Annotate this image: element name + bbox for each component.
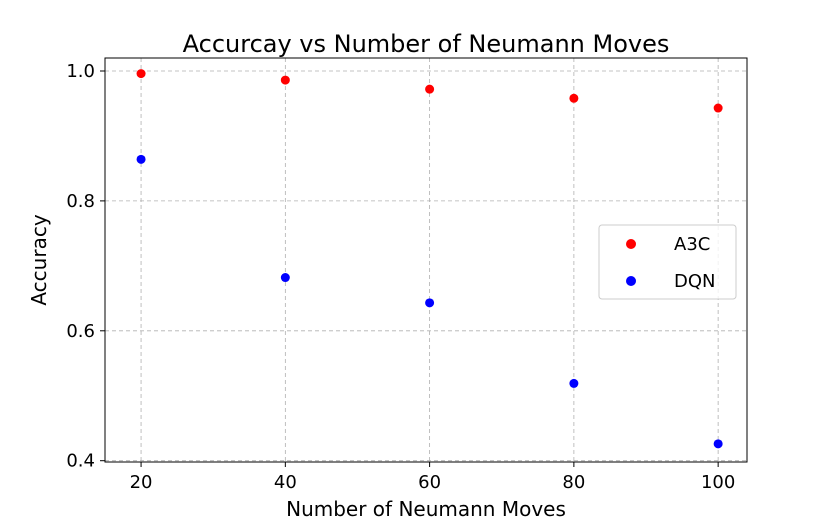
data-point-dqn xyxy=(425,298,435,308)
y-tick-label: 0.8 xyxy=(66,191,95,212)
x-tick-label: 20 xyxy=(130,472,153,493)
legend-marker-a3c xyxy=(626,239,636,249)
data-point-a3c xyxy=(280,75,290,85)
x-axis-title: Number of Neumann Moves xyxy=(286,497,566,519)
data-point-a3c xyxy=(425,84,435,94)
y-axis-title: Accuracy xyxy=(27,214,51,305)
legend: A3C DQN xyxy=(598,224,737,300)
x-tick-label: 60 xyxy=(418,472,441,493)
x-tick-label: 80 xyxy=(562,472,585,493)
data-point-dqn xyxy=(136,154,146,164)
data-point-dqn xyxy=(713,439,723,449)
x-tick-label: 40 xyxy=(274,472,297,493)
data-point-dqn xyxy=(569,378,579,388)
data-point-dqn xyxy=(280,273,290,283)
data-point-a3c xyxy=(569,93,579,103)
ticks-layer: 20 40 60 80 100 0.4 0.6 0.8 1.0 xyxy=(66,61,735,493)
points-layer xyxy=(136,69,723,449)
data-point-a3c xyxy=(713,103,723,113)
y-tick-label: 0.4 xyxy=(66,451,95,472)
legend-label-dqn: DQN xyxy=(674,271,716,292)
chart-title: Accurcay vs Number of Neumann Moves xyxy=(183,30,670,58)
data-point-a3c xyxy=(136,69,146,79)
plot-frame xyxy=(104,57,748,463)
legend-label-a3c: A3C xyxy=(674,234,710,255)
legend-marker-dqn xyxy=(626,276,636,286)
x-tick-label: 100 xyxy=(701,472,735,493)
grid-layer xyxy=(105,58,747,462)
y-tick-label: 1.0 xyxy=(66,61,95,82)
y-tick-label: 0.6 xyxy=(66,321,95,342)
